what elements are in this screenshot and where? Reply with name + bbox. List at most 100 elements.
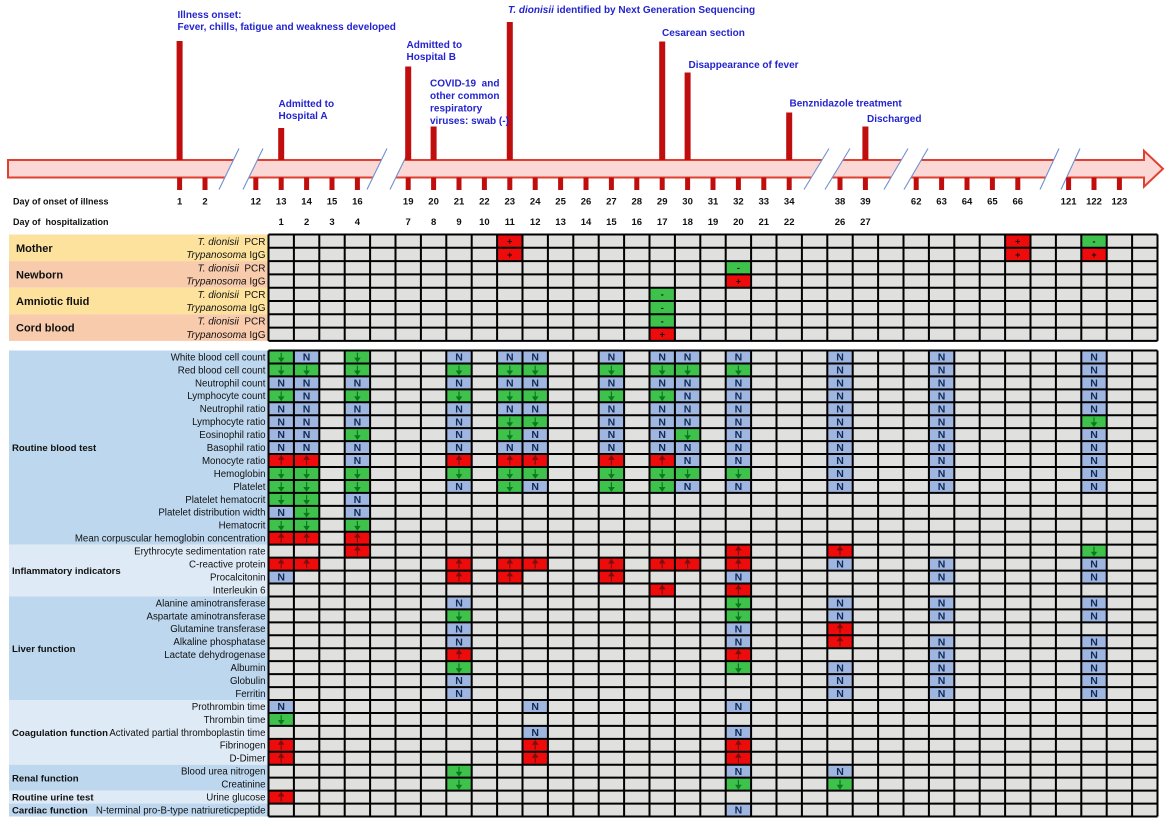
svg-text:+: + bbox=[1015, 237, 1020, 247]
svg-text:Cardiac function: Cardiac function bbox=[12, 806, 88, 817]
svg-text:Fever, chills, fatigue and wea: Fever, chills, fatigue and weakness deve… bbox=[178, 22, 396, 33]
svg-text:N: N bbox=[455, 442, 463, 454]
svg-text:N: N bbox=[506, 378, 514, 390]
svg-text:16: 16 bbox=[352, 197, 363, 208]
svg-text:N: N bbox=[938, 688, 946, 700]
svg-text:N: N bbox=[277, 442, 285, 454]
svg-text:other common: other common bbox=[430, 91, 499, 102]
svg-text:T. dionisii PCR: T. dionisii PCR bbox=[198, 317, 266, 328]
svg-text:20: 20 bbox=[428, 197, 439, 208]
svg-text:N: N bbox=[354, 442, 362, 454]
svg-text:Illness onset:: Illness onset: bbox=[178, 10, 242, 21]
svg-text:1: 1 bbox=[177, 197, 183, 208]
svg-text:N: N bbox=[735, 455, 743, 467]
svg-text:+: + bbox=[1015, 250, 1020, 260]
svg-text:Albumin: Albumin bbox=[231, 663, 266, 674]
svg-text:N: N bbox=[531, 352, 539, 364]
svg-text:N: N bbox=[938, 442, 946, 454]
svg-text:N: N bbox=[1090, 649, 1098, 661]
svg-text:White blood cell count: White blood cell count bbox=[171, 352, 266, 363]
svg-text:D-Dimer: D-Dimer bbox=[229, 754, 266, 765]
svg-text:N: N bbox=[1090, 598, 1098, 610]
svg-text:14: 14 bbox=[301, 197, 312, 208]
svg-text:N: N bbox=[354, 494, 362, 506]
svg-text:-: - bbox=[737, 263, 740, 273]
svg-text:N: N bbox=[735, 766, 743, 778]
svg-text:N: N bbox=[735, 429, 743, 441]
svg-text:Blood urea nitrogen: Blood urea nitrogen bbox=[181, 767, 266, 778]
svg-text:N: N bbox=[836, 403, 844, 415]
svg-text:N: N bbox=[938, 598, 946, 610]
svg-text:+: + bbox=[507, 250, 512, 260]
svg-text:N: N bbox=[531, 442, 539, 454]
svg-text:N: N bbox=[455, 429, 463, 441]
svg-text:Alkaline phosphatase: Alkaline phosphatase bbox=[173, 637, 265, 648]
svg-text:N: N bbox=[684, 416, 692, 428]
svg-text:39: 39 bbox=[860, 197, 871, 208]
svg-text:N: N bbox=[277, 701, 285, 713]
svg-text:N: N bbox=[455, 481, 463, 493]
svg-text:Inflammatory indicators: Inflammatory indicators bbox=[12, 566, 121, 577]
svg-text:Red blood cell count: Red blood cell count bbox=[178, 365, 266, 376]
svg-text:N: N bbox=[836, 688, 844, 700]
svg-text:Newborn: Newborn bbox=[16, 269, 63, 281]
svg-text:Platelet distribution width: Platelet distribution width bbox=[158, 508, 265, 519]
svg-text:-: - bbox=[661, 316, 664, 326]
svg-text:N: N bbox=[455, 598, 463, 610]
svg-text:viruses: swab (-): viruses: swab (-) bbox=[430, 116, 509, 127]
svg-text:N: N bbox=[684, 455, 692, 467]
svg-text:N: N bbox=[735, 701, 743, 713]
svg-text:N: N bbox=[836, 455, 844, 467]
svg-text:N: N bbox=[1090, 352, 1098, 364]
svg-text:N: N bbox=[1090, 675, 1098, 687]
svg-text:N: N bbox=[836, 766, 844, 778]
svg-text:15: 15 bbox=[327, 197, 338, 208]
svg-text:N: N bbox=[277, 403, 285, 415]
svg-text:N: N bbox=[836, 442, 844, 454]
svg-text:N: N bbox=[836, 378, 844, 390]
svg-text:N: N bbox=[938, 636, 946, 648]
svg-text:Benznidazole treatment: Benznidazole treatment bbox=[790, 99, 903, 110]
svg-text:19: 19 bbox=[403, 197, 414, 208]
svg-text:3: 3 bbox=[329, 217, 334, 228]
svg-text:N: N bbox=[303, 416, 311, 428]
svg-text:Hospital B: Hospital B bbox=[407, 52, 456, 63]
svg-text:Discharged: Discharged bbox=[867, 114, 921, 125]
svg-text:N: N bbox=[735, 403, 743, 415]
svg-text:-: - bbox=[1093, 237, 1096, 247]
svg-text:Routine urine test: Routine urine test bbox=[12, 793, 94, 804]
svg-text:21: 21 bbox=[759, 217, 770, 228]
svg-text:Glutamine transferase: Glutamine transferase bbox=[170, 624, 265, 635]
svg-text:N: N bbox=[836, 559, 844, 571]
svg-text:N: N bbox=[1090, 611, 1098, 623]
svg-text:26: 26 bbox=[581, 197, 592, 208]
svg-text:Coagulation function: Coagulation function bbox=[12, 728, 108, 739]
svg-text:13: 13 bbox=[555, 217, 566, 228]
svg-text:N: N bbox=[531, 481, 539, 493]
svg-text:N: N bbox=[684, 403, 692, 415]
svg-text:N: N bbox=[1090, 429, 1098, 441]
svg-text:N: N bbox=[277, 572, 285, 584]
svg-text:13: 13 bbox=[276, 197, 287, 208]
svg-text:-: - bbox=[661, 290, 664, 300]
svg-text:Routine blood test: Routine blood test bbox=[12, 443, 97, 454]
svg-text:25: 25 bbox=[555, 197, 566, 208]
svg-text:Trypanosoma IgG: Trypanosoma IgG bbox=[186, 277, 266, 288]
svg-text:7: 7 bbox=[406, 217, 411, 228]
svg-text:N: N bbox=[608, 429, 616, 441]
svg-text:N: N bbox=[1090, 688, 1098, 700]
svg-text:Trypanosoma IgG: Trypanosoma IgG bbox=[186, 303, 266, 314]
svg-text:-: - bbox=[661, 303, 664, 313]
svg-text:+: + bbox=[507, 237, 512, 247]
svg-text:15: 15 bbox=[606, 217, 617, 228]
svg-text:respiratory: respiratory bbox=[430, 104, 483, 115]
svg-text:123: 123 bbox=[1111, 197, 1127, 208]
svg-text:+: + bbox=[736, 276, 741, 286]
svg-text:N: N bbox=[735, 416, 743, 428]
svg-text:22: 22 bbox=[479, 197, 490, 208]
svg-text:2: 2 bbox=[304, 217, 309, 228]
svg-text:64: 64 bbox=[962, 197, 973, 208]
svg-text:N: N bbox=[1090, 378, 1098, 390]
svg-text:COVID-19 and: COVID-19 and bbox=[430, 79, 499, 90]
svg-text:N: N bbox=[836, 611, 844, 623]
